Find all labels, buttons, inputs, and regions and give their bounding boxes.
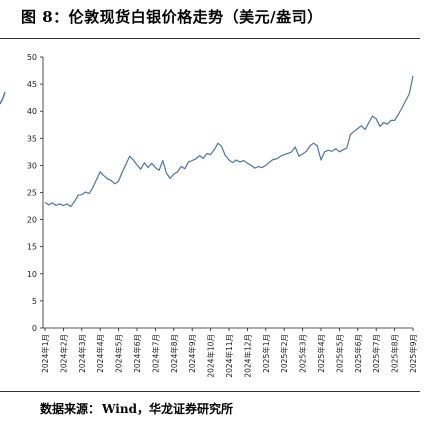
y-tick-label: 0 [32,324,37,333]
x-tick-label: 2025年2月 [279,334,289,373]
left-edge-line-fragment [0,91,6,105]
bottom-rule [0,391,420,392]
x-tick-label: 2024年12月 [242,334,252,378]
line-chart: 0 5 10 15 20 25 30 35 40 45 50 2024年1月 2024年2月 2024年… [0,53,418,378]
y-tick-label: 5 [32,297,37,306]
x-tick-label: 2025年5月 [334,334,344,373]
x-tick-label: 2024年9月 [187,334,197,373]
y-tick-label: 40 [27,107,37,116]
source-label: 数据来源： [40,402,101,416]
x-tick-label: 2025年6月 [353,334,363,373]
x-tick-label: 2024年5月 [114,334,124,373]
x-tick-label: 2025年8月 [390,334,400,373]
y-tick-label: 15 [27,243,37,252]
y-tick-label: 50 [27,53,37,62]
y-tick-label: 20 [27,216,37,225]
x-tick-label: 2024年11月 [224,334,234,378]
y-tick-label: 10 [27,270,37,279]
x-tick-label: 2024年3月 [77,334,87,373]
x-tick-label: 2025年3月 [298,334,308,373]
source-note: 数据来源： Wind，华龙证券研究所 [40,400,233,417]
x-tick-label: 2024年4月 [95,334,105,373]
series-line [44,75,414,208]
source-value: Wind，华龙证券研究所 [102,402,233,416]
x-tick-label: 2024年7月 [150,334,160,373]
y-tick-label: 30 [27,161,37,170]
y-tick-label: 25 [27,189,37,198]
x-tick-label: 2025年1月 [261,334,271,373]
x-tick-label: 2025年7月 [371,334,381,373]
x-tick-label: 2024年1月 [40,334,50,373]
x-tick-label: 2025年4月 [316,334,326,373]
x-tick-label: 2025年9月 [408,334,418,373]
top-rule [0,38,420,39]
x-tick-label: 2024年8月 [169,334,179,373]
figure-title: 图 8：伦敦现货白银价格走势（美元/盎司） [21,8,323,26]
y-tick-label: 35 [27,134,37,143]
x-tick-label: 2024年2月 [58,334,68,373]
x-tick-label: 2024年6月 [132,334,142,373]
y-tick-label: 45 [27,80,37,89]
x-tick-label: 2024年10月 [206,334,216,378]
